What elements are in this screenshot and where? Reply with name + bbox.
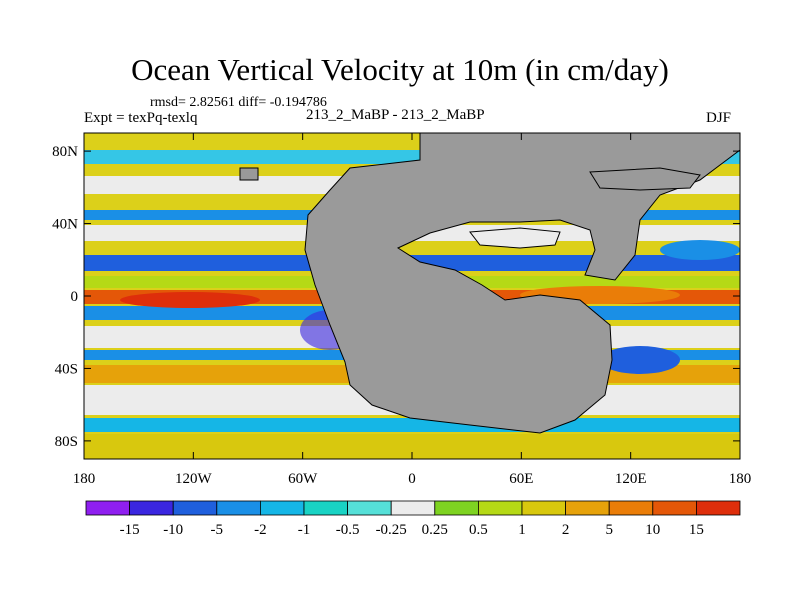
- velocity-field: [84, 133, 740, 459]
- colorbar-swatch: [303, 500, 348, 516]
- colorbar-swatch: [172, 500, 218, 516]
- colorbar-label: -15: [120, 522, 140, 538]
- colorbar-label: 0.25: [422, 522, 448, 538]
- colorbar-label: -10: [163, 522, 183, 538]
- experiment-label: Expt = texPq-texlq: [84, 110, 198, 126]
- field-patch: [660, 240, 740, 260]
- supercontinent: [130, 133, 740, 434]
- x-tick-label: 0: [408, 471, 416, 487]
- colorbar-label: -0.25: [376, 522, 407, 538]
- colorbar-label: -5: [211, 522, 224, 538]
- colorbar-swatch: [608, 500, 654, 516]
- experiment-names: 213_2_MaBP - 213_2_MaBP: [306, 107, 485, 123]
- x-tick-label: 60E: [509, 471, 533, 487]
- y-tick-label: 40N: [52, 217, 78, 233]
- inner-sea: [469, 227, 561, 249]
- x-tick-label: 60W: [288, 471, 318, 487]
- season-label: DJF: [706, 110, 732, 126]
- colorbar: -15 -10 -5 -2 -1 -0.5 -0.25 0.25 0.5 1 2 5 10 15: [85, 500, 741, 538]
- colorbar-label: 15: [689, 522, 704, 538]
- x-tick-label: 120E: [615, 471, 647, 487]
- x-tick-label: 180: [73, 471, 96, 487]
- northern-island: [589, 167, 701, 191]
- colorbar-label: 2: [562, 522, 570, 538]
- colorbar-swatch: [390, 500, 436, 516]
- x-axis: 180 120W 60W 0 60E 120E 180: [73, 133, 752, 487]
- colorbar-label: -0.5: [336, 522, 360, 538]
- y-tick-label: 0: [71, 289, 79, 305]
- small-island: [239, 167, 259, 181]
- stats-line: rmsd= 2.82561 diff= -0.194786: [150, 95, 327, 110]
- land: [130, 133, 740, 434]
- colorbar-swatch: [696, 500, 741, 516]
- chart-title: Ocean Vertical Velocity at 10m (in cm/da…: [131, 52, 669, 87]
- colorbar-swatch: [652, 500, 697, 516]
- colorbar-label: 10: [645, 522, 660, 538]
- colorbar-label: -2: [254, 522, 267, 538]
- colorbar-swatch: [216, 500, 261, 516]
- y-tick-label: 80N: [52, 144, 78, 160]
- colorbar-label: 1: [518, 522, 526, 538]
- x-tick-label: 180: [729, 471, 752, 487]
- colorbar-swatch: [521, 500, 566, 516]
- colorbar-swatch: [477, 500, 523, 516]
- colorbar-swatch: [129, 500, 174, 516]
- colorbar-swatch: [565, 500, 610, 516]
- colorbar-swatch: [259, 500, 305, 516]
- colorbar-label: 5: [605, 522, 613, 538]
- field-patch: [600, 346, 680, 374]
- colorbar-label: -1: [298, 522, 311, 538]
- y-axis: 80N 40N 0 40S 80S: [52, 144, 740, 450]
- colorbar-swatch: [85, 500, 130, 516]
- x-tick-label: 120W: [175, 471, 213, 487]
- field-patch: [120, 292, 260, 308]
- field-band: [84, 418, 740, 432]
- colorbar-swatch: [434, 500, 479, 516]
- colorbar-swatch: [347, 500, 392, 516]
- y-tick-label: 80S: [55, 434, 78, 450]
- y-tick-label: 40S: [55, 361, 78, 377]
- colorbar-label: 0.5: [469, 522, 488, 538]
